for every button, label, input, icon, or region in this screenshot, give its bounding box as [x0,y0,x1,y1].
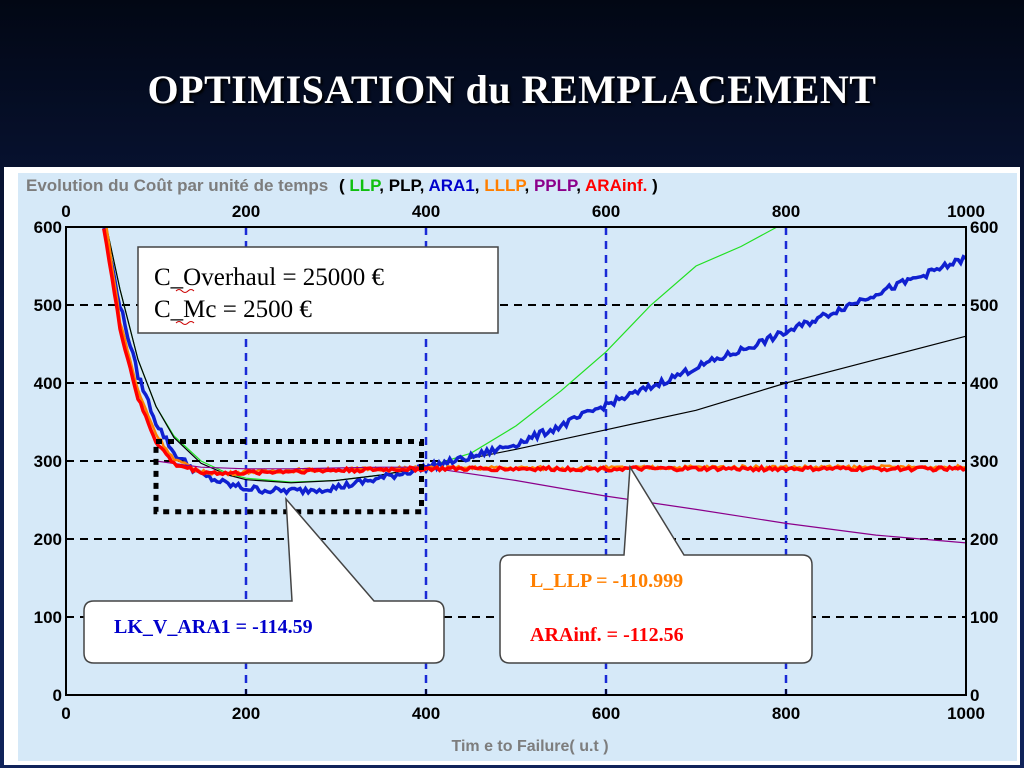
title-sep: , [576,176,585,195]
x-tick-label-bottom: 200 [232,704,260,723]
title-sep: , [379,176,388,195]
chart-title-open: ( [339,176,345,195]
x-tick-label-top: 1000 [947,202,985,221]
cost-overhaul-text: C_Overhaul = 25000 € [154,264,385,291]
y-tick-label-left: 400 [34,374,62,393]
axes-frame [65,226,967,696]
callout-llp: L_LLP = -110.999 ARAinf. = -112.56 [499,464,813,664]
cost-box: C_Overhaul = 25000 € C_Mc = 2500 € [137,246,499,334]
x-tick-label-top: 0 [61,202,70,221]
cost-chart: Evolution du Coût par unité de temps ( L… [4,167,1020,765]
y-tick-label-right: 0 [970,686,979,705]
title-series-plp: PLP [389,176,422,195]
title-series-arainf: ARAinf. [585,176,647,195]
callout-arainf-text: ARAinf. = -112.56 [530,624,684,646]
y-tick-label-right: 600 [970,218,998,237]
series-line-arainf [102,228,967,477]
cost-mc-text: C_Mc = 2500 € [154,296,312,323]
title-sep: , [475,176,484,195]
y-tick-label-right: 300 [970,452,998,471]
chart-title-prefix: Evolution du Coût par unité de temps [26,176,328,195]
x-tick-label-top: 600 [592,202,620,221]
y-tick-label-left: 300 [34,452,62,471]
title-sep: , [420,176,429,195]
x-tick-label-bottom: 800 [772,704,800,723]
x-tick-label-top: 400 [412,202,440,221]
chart-figure: Evolution du Coût par unité de temps ( L… [4,167,1020,765]
y-tick-label-right: 100 [970,608,998,627]
callout-ara1-text: LK_V_ARA1 = -114.59 [114,616,313,638]
series-line-ara1 [102,227,967,497]
title-series-llp: LLP [349,176,381,195]
y-tick-label-left: 600 [34,218,62,237]
title-sep: , [525,176,534,195]
title-series-pplp: PPLP [534,176,578,195]
y-tick-label-right: 400 [970,374,998,393]
x-tick-label-top: 800 [772,202,800,221]
y-tick-label-right: 200 [970,530,998,549]
series-group [102,226,967,544]
x-tick-label-top: 200 [232,202,260,221]
y-tick-label-left: 500 [34,296,62,315]
spell-underline [175,289,195,293]
callout-ara1: LK_V_ARA1 = -114.59 [83,496,445,664]
x-tick-label-bottom: 400 [412,704,440,723]
y-tick-label-left: 100 [34,608,62,627]
chart-title: Evolution du Coût par unité de temps ( L… [26,176,658,195]
spell-underline [175,321,195,325]
title-series-ara1: ARA1 [428,176,474,195]
series-line-plp [105,226,967,484]
title-series-lllp: LLLP [484,176,526,195]
x-tick-label-bottom: 600 [592,704,620,723]
callout-llp-bubble [499,464,813,664]
x-axis-label: Tim e to Failure( u.t ) [451,738,608,755]
y-tick-label-right: 500 [970,296,998,315]
annotations: C_Overhaul = 25000 € C_Mc = 2500 € LK_V_AR… [83,246,813,664]
x-tick-label-bottom: 1000 [947,704,985,723]
chart-title-close: ) [652,176,658,195]
cost-box-frame [137,246,499,334]
y-tick-label-left: 0 [53,686,62,705]
x-tick-label-bottom: 0 [61,704,70,723]
slide-title: OPTIMISATION du REMPLACEMENT [147,67,877,112]
callout-llp-text: L_LLP = -110.999 [530,570,683,592]
callout-ara1-bubble [83,496,445,664]
y-tick-label-left: 200 [34,530,62,549]
axes [65,226,967,696]
